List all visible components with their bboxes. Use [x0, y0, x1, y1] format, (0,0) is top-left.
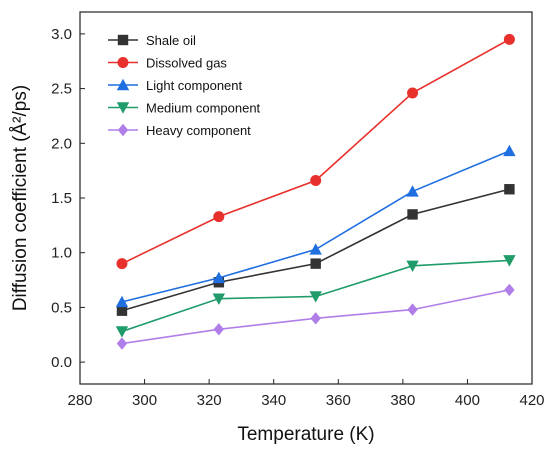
legend-label: Shale oil: [146, 33, 196, 48]
legend-marker: [116, 78, 130, 91]
series-2: [116, 33, 515, 270]
data-point: [213, 323, 225, 336]
data-point: [407, 303, 418, 316]
legend-marker: [116, 102, 130, 114]
y-tick-label: 1.5: [51, 190, 72, 207]
data-point: [309, 243, 322, 255]
data-point: [407, 87, 419, 99]
y-axis-title: Diffusion coefficient (Å²/ps): [10, 85, 31, 311]
data-point: [406, 260, 419, 273]
data-point: [503, 33, 515, 45]
data-point: [310, 258, 321, 269]
x-tick-label: 300: [132, 392, 157, 409]
data-point: [116, 258, 128, 270]
legend-item: Shale oil: [108, 33, 196, 48]
data-point: [310, 312, 321, 325]
data-point: [115, 295, 129, 308]
y-tick-label: 0.0: [51, 354, 72, 371]
y-tick-label: 2.0: [51, 135, 72, 152]
data-point: [504, 184, 515, 195]
series-line: [121, 38, 510, 265]
data-point: [407, 209, 418, 220]
series-line: [121, 150, 510, 303]
x-tick-label: 340: [261, 392, 286, 409]
data-point: [212, 271, 226, 284]
legend-label: Heavy component: [146, 123, 251, 138]
legend-item: Dissolved gas: [108, 56, 227, 71]
legend-item: Heavy component: [108, 123, 251, 138]
legend-label: Light component: [146, 78, 243, 93]
legend-marker: [117, 34, 129, 46]
data-point: [116, 337, 128, 350]
x-tick-label: 420: [519, 392, 544, 409]
data-point: [212, 293, 226, 305]
data-point: [115, 326, 129, 338]
data-point: [309, 291, 322, 303]
x-tick-label: 320: [197, 392, 222, 409]
legend-marker: [117, 123, 129, 137]
series-4: [115, 255, 516, 338]
data-point: [406, 185, 419, 197]
y-tick-label: 1.0: [51, 245, 72, 262]
x-tick-label: 400: [455, 392, 480, 409]
series-layer: [115, 33, 516, 350]
legend-label: Medium component: [146, 101, 261, 116]
series-5: [116, 283, 515, 350]
legend-marker: [117, 57, 129, 68]
data-point: [213, 211, 225, 223]
legend: Shale oil Dissolved gas Light component Med…: [108, 33, 261, 138]
x-tick-label: 360: [326, 392, 351, 409]
y-tick-label: 2.5: [51, 81, 72, 98]
x-tick-label: 280: [67, 392, 92, 409]
legend-item: Medium component: [108, 101, 261, 116]
data-point: [504, 283, 515, 297]
legend-item: Light component: [108, 78, 243, 93]
y-tick-label: 0.5: [51, 299, 72, 316]
y-tick-label: 3.0: [51, 26, 72, 43]
data-point: [310, 174, 322, 186]
x-axis-title: Temperature (K): [237, 424, 374, 445]
legend-label: Dissolved gas: [146, 56, 227, 71]
x-tick-label: 380: [390, 392, 415, 409]
series-3: [115, 144, 516, 308]
data-point: [503, 255, 516, 267]
axis-ticks: 280 300 320 340 360 380 400 420 0.0 0.5 1.0 1.5 2.0 2…: [51, 26, 544, 409]
data-point: [116, 305, 128, 316]
data-point: [503, 144, 516, 157]
